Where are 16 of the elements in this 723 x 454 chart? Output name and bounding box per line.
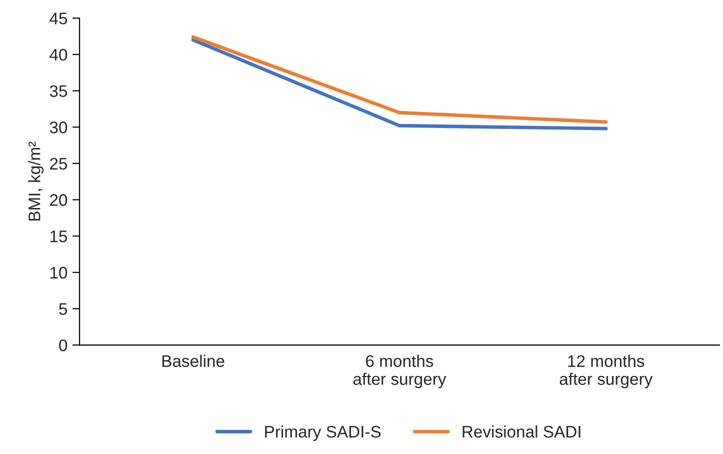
x-tick-label: 12 months after surgery (560, 354, 653, 388)
y-tick-label: 25 (50, 158, 68, 170)
legend-label: Primary SADI-S (265, 425, 381, 441)
y-tick-label: 40 (50, 48, 68, 61)
y-tick-label: 5 (59, 303, 68, 315)
x-tick-label: 6 months after surgery (353, 354, 446, 388)
y-tick-label: 35 (50, 85, 68, 98)
legend-label: Revisional SADI (462, 425, 580, 438)
y-axis-title: BMI, kg/m² (28, 142, 44, 221)
y-tick-label: 10 (50, 266, 68, 279)
y-tick-label: 0 (59, 339, 68, 352)
y-tick-label: 30 (50, 122, 68, 134)
y-tick-label: 20 (50, 194, 68, 206)
y-tick-label: 45 (50, 12, 68, 24)
y-tick-label: 15 (50, 230, 68, 242)
x-tick-label: Baseline (162, 354, 224, 368)
